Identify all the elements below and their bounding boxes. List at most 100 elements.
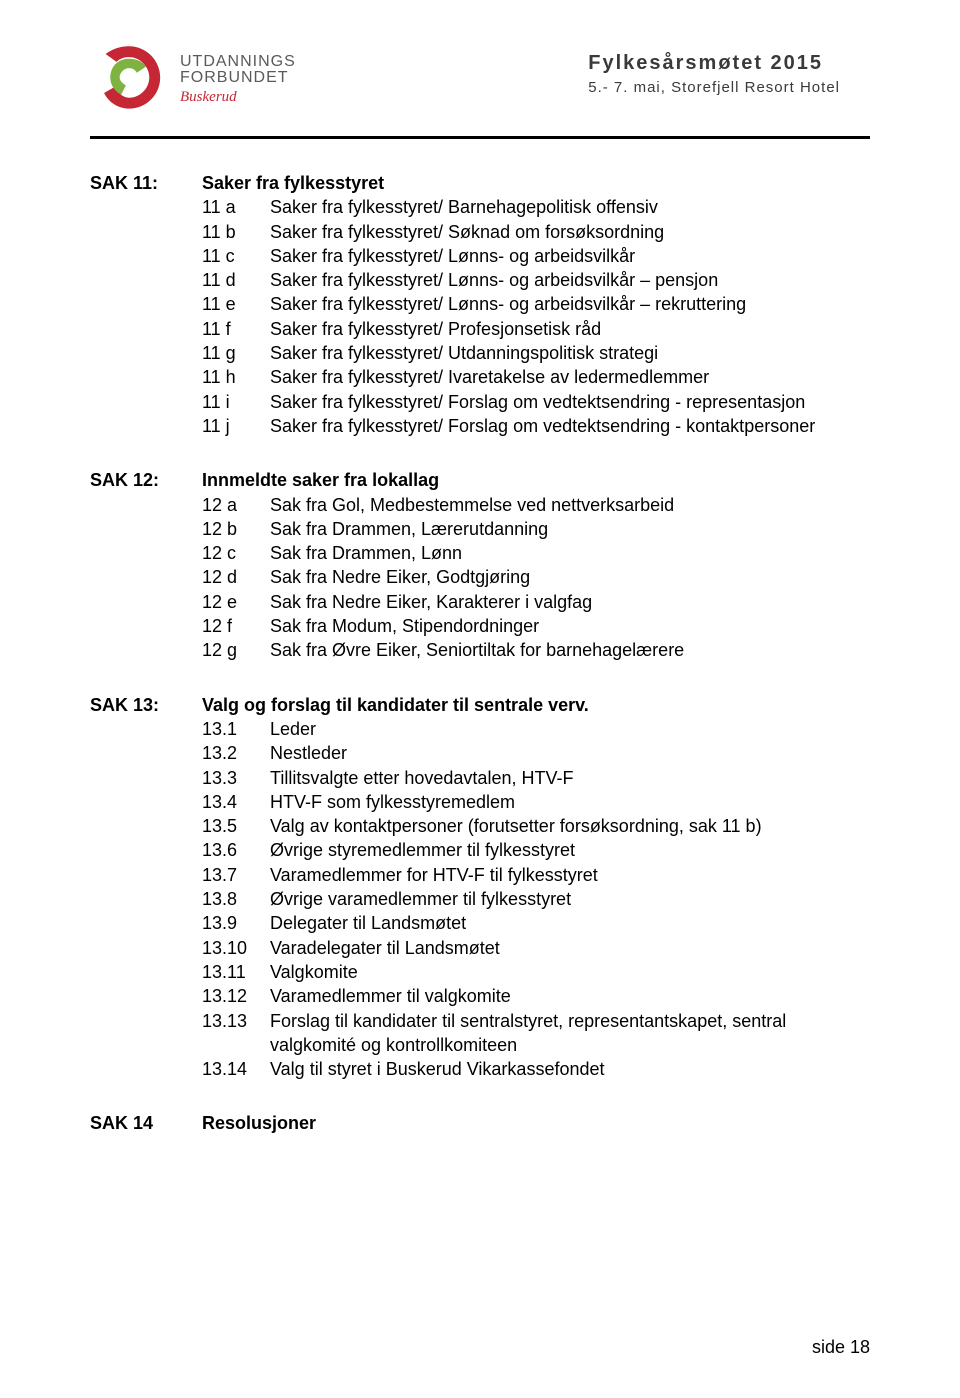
item-key: 11 b <box>202 220 270 244</box>
page-number: side 18 <box>812 1337 870 1358</box>
item-text: Varadelegater til Landsmøtet <box>270 936 870 960</box>
item-text: Øvrige styremedlemmer til fylkesstyret <box>270 838 870 862</box>
item-text: Saker fra fylkesstyret/ Lønns- og arbeid… <box>270 268 870 292</box>
sak-label: SAK 12: <box>90 468 202 492</box>
item-key: 11 d <box>202 268 270 292</box>
list-item: 13.11Valgkomite <box>202 960 870 984</box>
item-key: 12 g <box>202 638 270 662</box>
item-text: Øvrige varamedlemmer til fylkesstyret <box>270 887 870 911</box>
header-divider <box>90 136 870 139</box>
item-text: Delegater til Landsmøtet <box>270 911 870 935</box>
list-item: 12 cSak fra Drammen, Lønn <box>202 541 870 565</box>
item-text: Sak fra Øvre Eiker, Seniortiltak for bar… <box>270 638 870 662</box>
list-item: 11 hSaker fra fylkesstyret/ Ivaretakelse… <box>202 365 870 389</box>
sak-title: Valg og forslag til kandidater til sentr… <box>202 693 589 717</box>
item-key: 13.10 <box>202 936 270 960</box>
item-text: Sak fra Nedre Eiker, Karakterer i valgfa… <box>270 590 870 614</box>
list-item: 12 fSak fra Modum, Stipendordninger <box>202 614 870 638</box>
list-item: 11 cSaker fra fylkesstyret/ Lønns- og ar… <box>202 244 870 268</box>
item-text: Saker fra fylkesstyret/ Utdanningspoliti… <box>270 341 870 365</box>
items-list: 12 aSak fra Gol, Medbestemmelse ved nett… <box>90 493 870 663</box>
item-key: 11 a <box>202 195 270 219</box>
items-list: 13.1Leder13.2Nestleder13.3Tillitsvalgte … <box>90 717 870 1081</box>
list-item: 12 bSak fra Drammen, Lærerutdanning <box>202 517 870 541</box>
list-item: 11 eSaker fra fylkesstyret/ Lønns- og ar… <box>202 292 870 316</box>
list-item: 13.9Delegater til Landsmøtet <box>202 911 870 935</box>
list-item: 12 dSak fra Nedre Eiker, Godtgjøring <box>202 565 870 589</box>
list-item: 13.12Varamedlemmer til valgkomite <box>202 984 870 1008</box>
logo-line3: Buskerud <box>180 89 296 106</box>
section-head: SAK 14Resolusjoner <box>90 1111 870 1135</box>
list-item: 13.1Leder <box>202 717 870 741</box>
item-key: 13.13 <box>202 1009 270 1058</box>
item-key: 11 i <box>202 390 270 414</box>
item-text: Saker fra fylkesstyret/ Lønns- og arbeid… <box>270 292 870 316</box>
item-text: Saker fra fylkesstyret/ Søknad om forsøk… <box>270 220 870 244</box>
item-key: 13.1 <box>202 717 270 741</box>
list-item: 11 bSaker fra fylkesstyret/ Søknad om fo… <box>202 220 870 244</box>
list-item: 11 iSaker fra fylkesstyret/ Forslag om v… <box>202 390 870 414</box>
item-key: 13.7 <box>202 863 270 887</box>
list-item: 13.8Øvrige varamedlemmer til fylkesstyre… <box>202 887 870 911</box>
sak-label: SAK 14 <box>90 1111 202 1135</box>
items-list: 11 aSaker fra fylkesstyret/ Barnehagepol… <box>90 195 870 438</box>
sak-label: SAK 13: <box>90 693 202 717</box>
sak-title: Saker fra fylkesstyret <box>202 171 384 195</box>
item-text: HTV-F som fylkesstyremedlem <box>270 790 870 814</box>
list-item: 13.4HTV-F som fylkesstyremedlem <box>202 790 870 814</box>
item-text: Leder <box>270 717 870 741</box>
item-text: Varamedlemmer til valgkomite <box>270 984 870 1008</box>
item-text: Sak fra Drammen, Lønn <box>270 541 870 565</box>
section-head: SAK 12:Innmeldte saker fra lokallag <box>90 468 870 492</box>
item-key: 13.12 <box>202 984 270 1008</box>
section: SAK 14Resolusjoner <box>90 1111 870 1135</box>
item-text: Saker fra fylkesstyret/ Forslag om vedte… <box>270 390 870 414</box>
list-item: 11 fSaker fra fylkesstyret/ Profesjonset… <box>202 317 870 341</box>
item-text: Valg av kontaktpersoner (forutsetter for… <box>270 814 870 838</box>
section: SAK 11:Saker fra fylkesstyret11 aSaker f… <box>90 171 870 438</box>
list-item: 11 aSaker fra fylkesstyret/ Barnehagepol… <box>202 195 870 219</box>
list-item: 12 eSak fra Nedre Eiker, Karakterer i va… <box>202 590 870 614</box>
meeting-title: Fylkesårsmøtet 2015 <box>588 52 840 75</box>
section: SAK 12:Innmeldte saker fra lokallag12 aS… <box>90 468 870 662</box>
item-text: Saker fra fylkesstyret/ Barnehagepolitis… <box>270 195 870 219</box>
item-key: 12 b <box>202 517 270 541</box>
item-text: Saker fra fylkesstyret/ Ivaretakelse av … <box>270 365 870 389</box>
item-key: 12 f <box>202 614 270 638</box>
item-key: 11 f <box>202 317 270 341</box>
item-key: 13.8 <box>202 887 270 911</box>
sak-label: SAK 11: <box>90 171 202 195</box>
section-head: SAK 13:Valg og forslag til kandidater ti… <box>90 693 870 717</box>
page-header: UTDANNINGS FORBUNDET Buskerud Fylkesårsm… <box>90 40 870 118</box>
list-item: 13.10Varadelegater til Landsmøtet <box>202 936 870 960</box>
logo-text: UTDANNINGS FORBUNDET Buskerud <box>180 53 296 106</box>
list-item: 11 gSaker fra fylkesstyret/ Utdanningspo… <box>202 341 870 365</box>
item-text: Nestleder <box>270 741 870 765</box>
list-item: 13.13 Forslag til kandidater til sentral… <box>202 1009 870 1058</box>
sak-title: Resolusjoner <box>202 1111 316 1135</box>
item-text: Sak fra Nedre Eiker, Godtgjøring <box>270 565 870 589</box>
item-key: 13.14 <box>202 1057 270 1081</box>
item-key: 11 c <box>202 244 270 268</box>
meeting-subtitle: 5.- 7. mai, Storefjell Resort Hotel <box>588 79 840 96</box>
item-text: Saker fra fylkesstyret/ Lønns- og arbeid… <box>270 244 870 268</box>
section: SAK 13:Valg og forslag til kandidater ti… <box>90 693 870 1082</box>
meeting-info: Fylkesårsmøtet 2015 5.- 7. mai, Storefje… <box>588 40 870 96</box>
list-item: 13.7Varamedlemmer for HTV-F til fylkesst… <box>202 863 870 887</box>
list-item: 13.5Valg av kontaktpersoner (forutsetter… <box>202 814 870 838</box>
list-item: 11 jSaker fra fylkesstyret/ Forslag om v… <box>202 414 870 438</box>
item-key: 13.11 <box>202 960 270 984</box>
item-key: 11 h <box>202 365 270 389</box>
list-item: 13.2Nestleder <box>202 741 870 765</box>
logo-line2: FORBUNDET <box>180 69 296 87</box>
item-key: 11 j <box>202 414 270 438</box>
item-key: 12 c <box>202 541 270 565</box>
logo-icon <box>90 40 168 118</box>
item-text: Saker fra fylkesstyret/ Profesjonsetisk … <box>270 317 870 341</box>
list-item: 12 aSak fra Gol, Medbestemmelse ved nett… <box>202 493 870 517</box>
item-text: Tillitsvalgte etter hovedavtalen, HTV-F <box>270 766 870 790</box>
item-key: 13.2 <box>202 741 270 765</box>
item-text: Saker fra fylkesstyret/ Forslag om vedte… <box>270 414 870 438</box>
item-key: 13.4 <box>202 790 270 814</box>
item-key: 11 g <box>202 341 270 365</box>
